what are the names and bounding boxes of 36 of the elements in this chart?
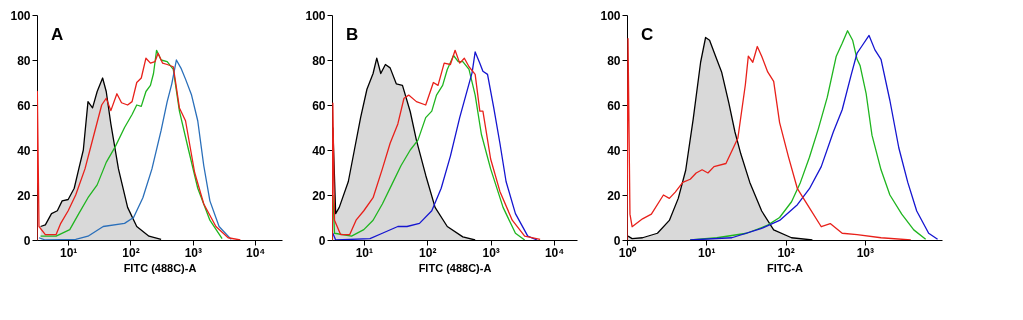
x-axis-title: FITC (488C)-A bbox=[418, 261, 492, 274]
x-tick-label: 10⁴ bbox=[245, 245, 266, 260]
y-tick-label: 80 bbox=[312, 53, 326, 68]
x-tick-label: 10⁴ bbox=[544, 245, 565, 260]
x-tick-label: 10³ bbox=[482, 245, 500, 260]
y-tick-label: 20 bbox=[312, 188, 326, 203]
x-tick-label: 10¹ bbox=[355, 245, 373, 260]
y-tick-label: 60 bbox=[607, 98, 621, 113]
x-axis-title: FITC (488C)-A bbox=[123, 261, 197, 274]
y-tick-label: 40 bbox=[312, 143, 326, 158]
y-tick-label: 60 bbox=[17, 98, 31, 113]
y-tick-label: 100 bbox=[305, 8, 326, 23]
y-tick-label: 40 bbox=[17, 143, 31, 158]
y-tick-label: 60 bbox=[312, 98, 326, 113]
y-tick-label: 0 bbox=[318, 233, 326, 248]
x-tick-label: 10⁰ bbox=[618, 245, 638, 260]
x-tick-label: 10² bbox=[777, 245, 795, 260]
y-tick-label: 80 bbox=[607, 53, 621, 68]
x-tick-label: 10¹ bbox=[60, 245, 78, 260]
x-tick-label: 10¹ bbox=[698, 245, 716, 260]
annotation: A bbox=[51, 25, 64, 44]
y-tick-label: 100 bbox=[10, 8, 31, 23]
y-tick-label: 0 bbox=[23, 233, 31, 248]
y-tick-label: 80 bbox=[17, 53, 31, 68]
x-tick-label: 10² bbox=[419, 245, 437, 260]
y-tick-label: 0 bbox=[613, 233, 621, 248]
y-tick-label: 40 bbox=[607, 143, 621, 158]
x-axis-title: FITC-A bbox=[766, 261, 804, 274]
x-tick-label: 10² bbox=[122, 245, 140, 260]
annotation: C bbox=[641, 25, 654, 44]
x-tick-label: 10³ bbox=[184, 245, 202, 260]
x-tick-label: 10³ bbox=[856, 245, 875, 260]
annotation: B bbox=[346, 25, 359, 44]
y-tick-label: 100 bbox=[600, 8, 621, 23]
y-tick-label: 20 bbox=[607, 188, 621, 203]
y-tick-label: 20 bbox=[17, 188, 31, 203]
